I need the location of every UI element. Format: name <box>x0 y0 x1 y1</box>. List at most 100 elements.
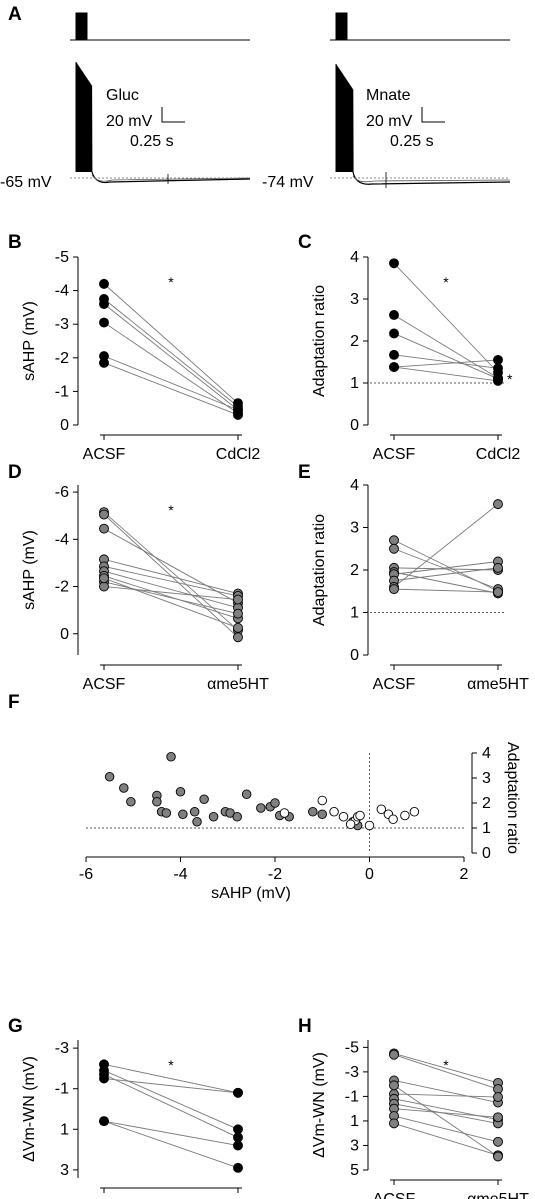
scale-bar-left <box>161 107 185 123</box>
data-point-open <box>388 814 398 825</box>
y-tick-label: -3 <box>55 1040 69 1057</box>
pair-line <box>393 333 499 380</box>
chart-c: 0 1 2 3 4 Adaptation ratio ACSF CdCl2 * * <box>311 249 520 463</box>
pair-line <box>103 1074 239 1138</box>
data-point-open <box>279 808 290 818</box>
burst-right <box>335 63 354 173</box>
y-tick-label: 1 <box>350 605 359 622</box>
data-point-filled <box>189 807 200 817</box>
pair-line <box>103 1120 239 1146</box>
data-point-treatment <box>233 1124 243 1135</box>
category-label: ACSF <box>373 1191 416 1199</box>
scale-s-left: 0.25 s <box>130 133 174 150</box>
pair-line <box>393 1093 499 1098</box>
data-point-acsf <box>389 362 399 372</box>
scale-mv-right: 20 mV <box>366 113 413 130</box>
data-point-acsf <box>389 584 399 595</box>
panel-c: C 0 1 2 3 4 Adaptation ratio ACSF CdCl2 * * <box>298 232 520 463</box>
pair-line <box>103 298 239 407</box>
pair-line <box>103 1078 239 1094</box>
x-tick-label: -6 <box>79 866 93 883</box>
y-axis-title: sAHP (mV) <box>21 530 38 610</box>
data-point-open <box>338 812 349 822</box>
category-label: ACSF <box>373 446 416 463</box>
y-tick-label: -6 <box>55 484 69 501</box>
trace-label-right: Mnate <box>366 87 411 104</box>
panel-h: H -5 -3 -1 1 3 5 ΔVm-WN (mV) ACSF αme5HT * <box>298 1016 529 1199</box>
data-point-open <box>329 807 339 817</box>
voltage-trace-left <box>70 61 251 184</box>
data-point-acsf <box>389 535 399 546</box>
data-point-filled <box>192 817 202 827</box>
pair-line <box>103 322 239 414</box>
y-axis-title: Adaptation ratio <box>504 742 521 854</box>
y-tick-label: 0 <box>60 626 69 643</box>
y-tick-label: 3 <box>350 520 359 537</box>
pair-line <box>393 1053 499 1084</box>
data-point-open <box>376 804 387 815</box>
data-point-treatment <box>493 354 503 365</box>
data-point-filled <box>270 798 280 808</box>
pair-line <box>103 283 239 404</box>
data-point-acsf <box>389 1118 399 1129</box>
category-label: ACSF <box>373 676 416 693</box>
data-point-treatment <box>233 622 243 633</box>
pair-line <box>393 571 499 594</box>
data-point-acsf <box>389 310 399 320</box>
data-point-acsf <box>99 1073 109 1084</box>
data-point-acsf <box>389 1080 399 1091</box>
trace-label-left: Gluc <box>106 87 139 104</box>
pair-line <box>103 511 239 631</box>
y-tick-label: 0 <box>350 417 359 434</box>
pair-line <box>393 1098 499 1121</box>
y-tick-label: 3 <box>350 1137 359 1154</box>
data-point-open <box>364 820 375 831</box>
y-tick-label: -4 <box>55 531 69 548</box>
y-tick-label: 4 <box>482 745 491 762</box>
data-point-treatment <box>493 375 503 386</box>
chart-e: 0 1 2 3 4 Adaptation ratio ACSF αme5HT <box>311 477 529 693</box>
y-tick-label: 3 <box>60 1162 69 1179</box>
data-point-filled <box>199 794 209 805</box>
data-point-filled <box>317 809 328 820</box>
data-point-filled <box>232 812 242 822</box>
panel-letter-h: H <box>298 1016 312 1037</box>
y-tick-label: -4 <box>55 283 69 300</box>
data-point-acsf <box>99 299 109 309</box>
pair-line <box>393 1054 499 1090</box>
y-tick-label: 1 <box>350 1113 359 1130</box>
stimulus-trace-right <box>330 12 510 41</box>
y-tick-label: 1 <box>60 1121 69 1138</box>
pair-line <box>103 1063 239 1094</box>
data-point-treatment <box>493 1092 503 1102</box>
y-tick-label: 2 <box>482 795 491 812</box>
data-point-treatment <box>233 1140 243 1151</box>
pair-line <box>103 581 239 615</box>
panel-letter-a: A <box>8 4 22 25</box>
panel-letter-f: F <box>8 692 20 713</box>
pair-line <box>103 1120 239 1169</box>
category-label: CdCl2 <box>476 446 521 463</box>
data-point-filled <box>241 789 252 800</box>
pair-line <box>103 577 239 629</box>
data-point-acsf <box>99 1116 109 1127</box>
significance-marker: * <box>443 274 449 290</box>
pair-line <box>393 359 499 368</box>
data-point-filled <box>208 812 219 822</box>
y-axis-title: ΔVm-WN (mV) <box>311 1052 328 1158</box>
pair-line <box>393 567 499 582</box>
data-point-treatment <box>493 562 503 573</box>
pair-line <box>393 588 499 593</box>
x-axis-title: sAHP (mV) <box>211 885 291 902</box>
data-point-filled <box>126 797 136 807</box>
data-point-treatment <box>233 608 243 619</box>
pair-line <box>103 558 239 595</box>
data-point-acsf <box>99 573 109 584</box>
pair-line <box>393 366 499 382</box>
data-point-open <box>409 807 420 817</box>
pair-line <box>393 314 499 379</box>
data-point-treatment <box>233 1162 243 1173</box>
category-label: ACSF <box>83 446 126 463</box>
